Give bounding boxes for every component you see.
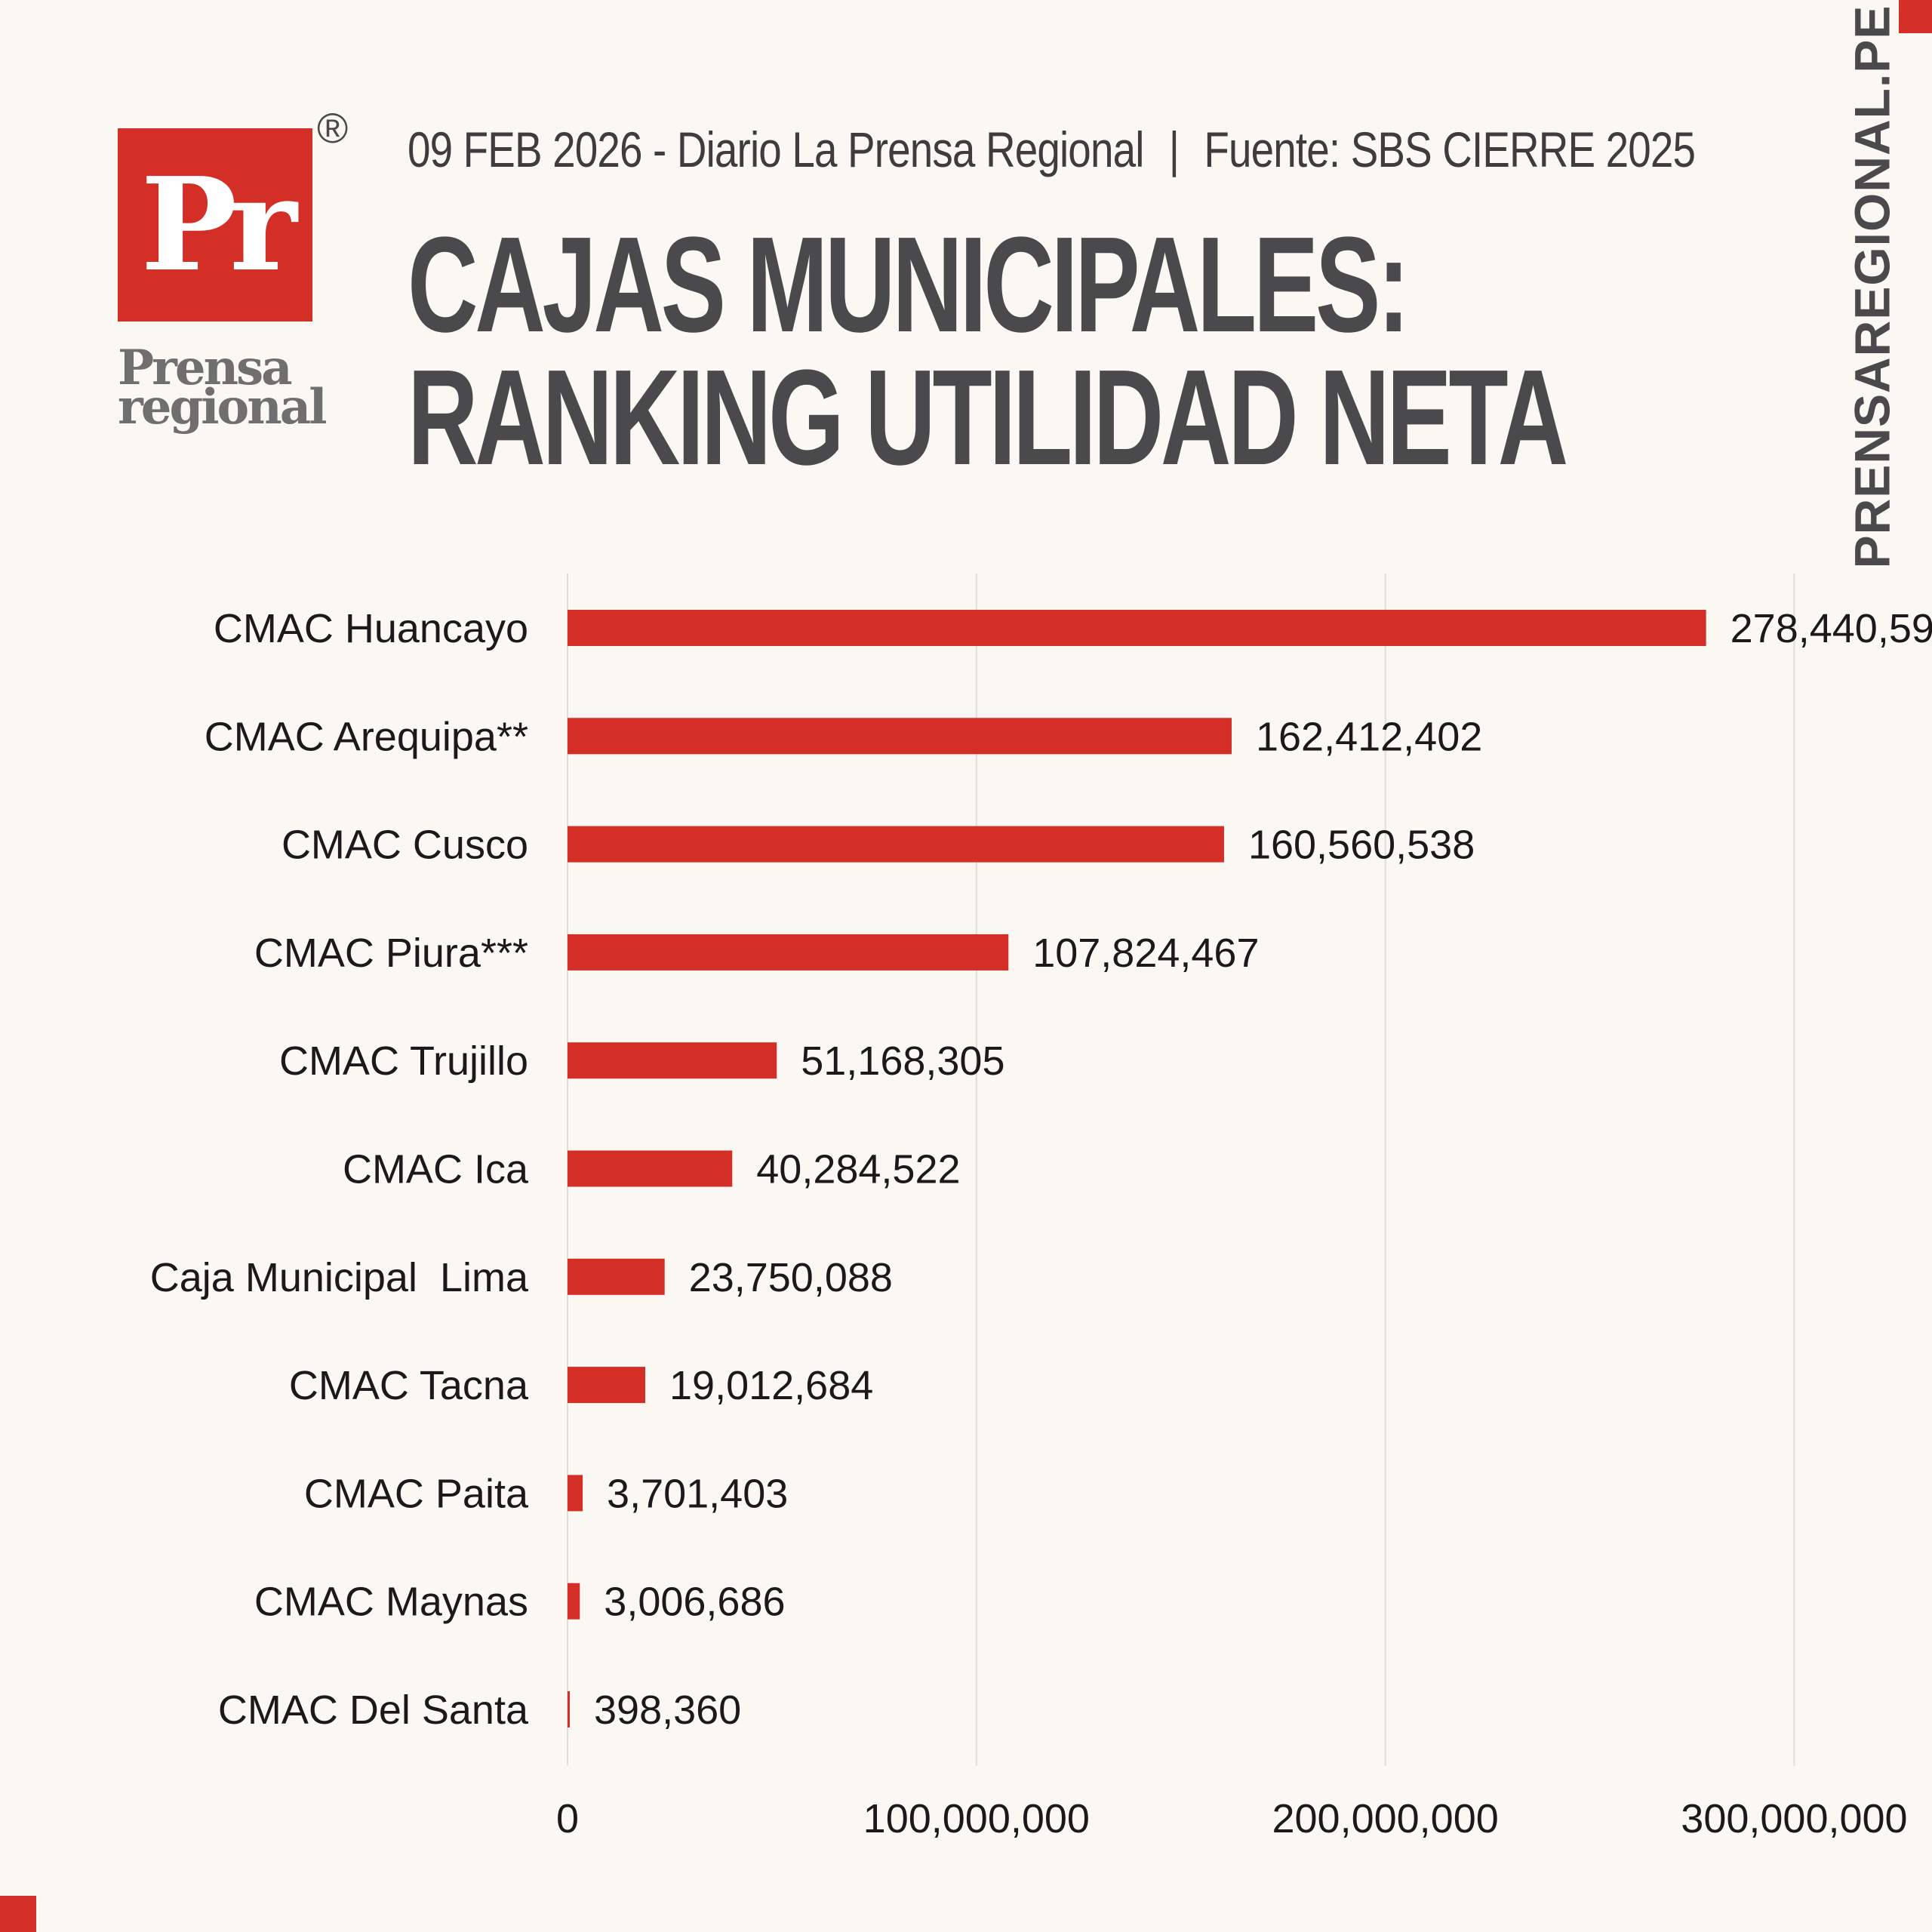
logo-mark: Pr	[140, 149, 297, 300]
category-label: CMAC Huancayo	[214, 606, 528, 651]
category-label: CMAC Trujillo	[279, 1038, 528, 1084]
title-line-1: CAJAS MUNICIPALES:	[408, 209, 1410, 361]
category-label: CMAC Ica	[343, 1147, 529, 1192]
brand-logo: Pr	[118, 128, 312, 321]
subtitle-separator: |	[1168, 122, 1180, 177]
x-tick-label: 200,000,000	[1272, 1796, 1498, 1841]
bar	[568, 826, 1224, 863]
page-title: CAJAS MUNICIPALES: RANKING UTILIDAD NETA	[408, 209, 1568, 494]
value-label: 3,701,403	[607, 1471, 788, 1516]
logo-word-1: Prensa	[118, 340, 293, 396]
bar	[568, 610, 1706, 646]
category-label: CMAC Piura***	[254, 931, 528, 976]
registered-mark: ®	[317, 104, 349, 152]
category-label: CMAC Paita	[304, 1471, 529, 1516]
x-tick-label: 100,000,000	[863, 1796, 1090, 1841]
corner-accent-top	[1899, 0, 1932, 33]
bar	[568, 1258, 665, 1295]
value-label: 398,360	[594, 1687, 741, 1733]
bar	[568, 1691, 570, 1727]
data-source: Fuente: SBS CIERRE 2025	[1204, 122, 1696, 177]
value-label: 162,412,402	[1256, 714, 1482, 759]
value-label: 51,168,305	[801, 1038, 1004, 1084]
bar	[568, 1367, 646, 1404]
value-label: 19,012,684	[669, 1363, 873, 1408]
title-line-2: RANKING UTILIDAD NETA	[408, 342, 1568, 494]
value-label: 3,006,686	[604, 1580, 785, 1625]
x-tick-label: 300,000,000	[1681, 1796, 1907, 1841]
value-label: 23,750,088	[689, 1255, 893, 1300]
bar	[568, 934, 1009, 971]
logo-wordmark: Prensa regional	[118, 340, 327, 436]
value-label: 107,824,467	[1032, 931, 1259, 976]
x-tick-label: 0	[556, 1796, 579, 1841]
bar	[568, 718, 1232, 755]
category-label: CMAC Cusco	[281, 823, 528, 868]
bar	[568, 1583, 580, 1620]
bar	[568, 1042, 777, 1079]
bar	[568, 1150, 733, 1187]
value-label: 278,440,594	[1730, 606, 1932, 651]
header-subtitle: 09 FEB 2026 - Diario La Prensa Regional |…	[408, 121, 1696, 178]
date-source: 09 FEB 2026 - Diario La Prensa Regional	[408, 122, 1144, 177]
value-label: 40,284,522	[756, 1147, 960, 1192]
category-label: CMAC Tacna	[289, 1363, 529, 1408]
category-label: CMAC Del Santa	[218, 1687, 529, 1733]
logo-word-2: regional	[118, 379, 327, 436]
corner-accent-bottom	[0, 1896, 36, 1932]
bar	[568, 1475, 583, 1512]
category-label: CMAC Maynas	[254, 1580, 528, 1625]
category-label: Caja Municipal Lima	[150, 1255, 529, 1300]
category-label: CMAC Arequipa**	[205, 714, 528, 759]
value-label: 160,560,538	[1248, 823, 1475, 868]
